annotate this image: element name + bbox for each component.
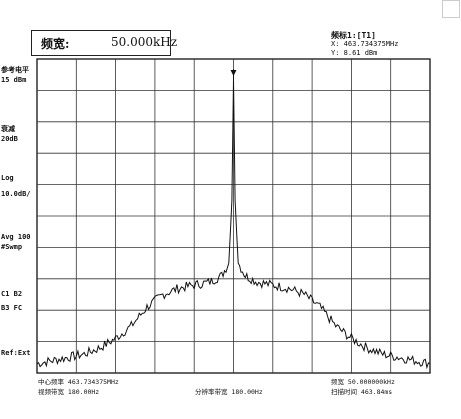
atten-title: 衰减 xyxy=(1,125,15,133)
scale-label: Log 10.0dB/ xyxy=(1,173,31,199)
marker-y: Y: 8.61 dBm xyxy=(331,49,378,57)
marker-readout: 频标1:[T1] X: 463.734375MHz Y: 8.61 dBm xyxy=(331,31,398,58)
center-freq-label: 中心频率 463.734375MHz xyxy=(38,378,119,386)
avg-label: Avg 100 #Swmp xyxy=(1,232,31,252)
atten-value: 20dB xyxy=(1,135,18,143)
spectrum-trace xyxy=(36,79,431,370)
res-bw-label: 分辨率带宽 180.00Hz xyxy=(195,388,263,396)
ref-source-label: Ref:Ext xyxy=(1,349,31,357)
mode-label: C1 B2 B3 FC xyxy=(1,289,22,313)
span-readout-box: 频宽: 50.000kHz xyxy=(31,30,177,56)
avg-value: #Swmp xyxy=(1,243,23,251)
scale-value: 10.0dB/ xyxy=(1,190,31,198)
ref-level-label: 参考电平 15 dBm xyxy=(1,65,29,85)
corner-box xyxy=(442,0,460,18)
avg-title: Avg 100 xyxy=(1,233,31,241)
span-label: 频宽: xyxy=(41,37,70,51)
span-bottom-label: 频宽 50.000000kHz xyxy=(331,378,395,386)
marker-arrow-icon xyxy=(230,70,237,76)
ref-level-value: 15 dBm xyxy=(1,76,27,84)
scale-title: Log xyxy=(1,174,14,182)
marker-title: 频标1:[T1] xyxy=(331,31,376,40)
mode-line1: C1 B2 xyxy=(1,290,23,298)
atten-label: 衰减 20dB xyxy=(1,124,18,144)
sweep-time-label: 扫描时间 463.84ms xyxy=(331,388,393,396)
span-value: 50.000kHz xyxy=(111,35,178,49)
ref-level-title: 参考电平 xyxy=(1,66,29,74)
mode-line2: B3 FC xyxy=(1,304,23,312)
video-bw-label: 视频带宽 180.00Hz xyxy=(38,388,100,396)
marker-x: X: 463.734375MHz xyxy=(331,40,399,48)
